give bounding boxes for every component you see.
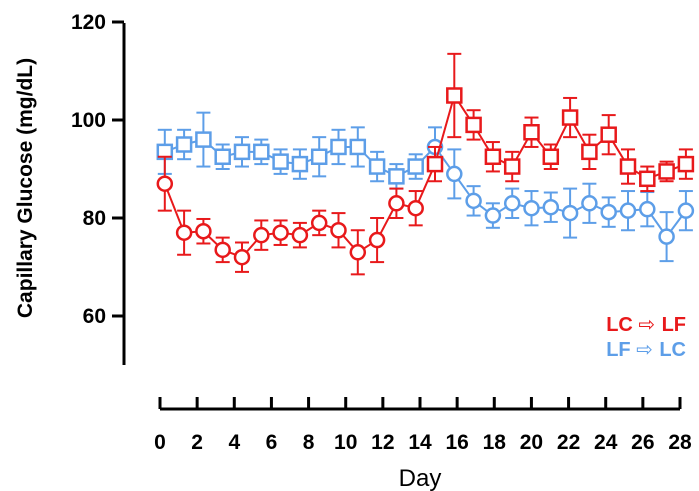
x-tick-label: 22: [557, 431, 580, 454]
data-point-circle: [446, 165, 463, 183]
data-point-square: [619, 158, 637, 175]
data-point-square: [503, 158, 521, 175]
data-point-circle: [658, 228, 675, 245]
data-point-square: [310, 148, 328, 165]
y-axis: 60 80 100 120: [71, 11, 126, 365]
data-point-square: [581, 143, 598, 161]
data-point-square: [600, 126, 617, 143]
x-tick-label: 18: [483, 431, 507, 454]
data-point-square: [214, 148, 231, 165]
data-point-circle: [677, 202, 695, 219]
data-point-circle: [233, 248, 251, 266]
x-tick-label: 24: [594, 431, 618, 454]
y-tick-label: 120: [71, 11, 106, 34]
data-point-square: [272, 153, 289, 170]
data-point-circle: [407, 199, 424, 217]
data-point-square: [484, 148, 502, 165]
x-tick-label: 26: [631, 431, 654, 454]
data-point-square: [388, 168, 405, 185]
x-tick-label: 2: [191, 431, 203, 454]
data-point-square: [368, 158, 386, 175]
data-point-circle: [503, 195, 521, 212]
y-axis-title: Capillary Glucose (mg/dL): [14, 58, 37, 318]
arrow-icon: ⇨: [636, 337, 659, 361]
plot-area: [156, 52, 695, 276]
data-point-circle: [310, 214, 328, 232]
legend-entry-1: LF ⇨ LC: [606, 337, 686, 361]
data-point-circle: [272, 224, 289, 241]
data-point-square: [233, 143, 251, 161]
data-point-circle: [195, 222, 212, 240]
x-tick-label: 16: [445, 431, 468, 454]
y-tick-label: 80: [83, 207, 106, 230]
series-line: [163, 93, 687, 259]
data-point-square: [639, 170, 656, 188]
data-point-circle: [561, 204, 579, 222]
data-point-square: [523, 124, 540, 141]
x-tick-label: 12: [371, 431, 394, 454]
data-point-circle: [349, 244, 367, 261]
x-tick-label: 4: [228, 431, 240, 454]
x-axis-title: Day: [399, 465, 442, 491]
data-point-square: [465, 116, 482, 134]
data-point-square: [349, 138, 367, 156]
data-point-circle: [600, 203, 617, 221]
data-point-square: [561, 109, 579, 126]
legend-label-before: LF: [606, 339, 636, 361]
x-tick-label: 28: [668, 431, 692, 454]
x-tick-label: 8: [303, 431, 315, 454]
arrow-icon: ⇨: [638, 312, 661, 336]
data-point-circle: [291, 226, 309, 244]
series-line: [164, 138, 687, 239]
data-point-circle: [175, 224, 193, 241]
data-point-circle: [581, 195, 598, 212]
data-point-square: [426, 155, 444, 173]
data-point-circle: [523, 199, 540, 217]
data-point-circle: [465, 192, 482, 210]
x-tick-label: 20: [520, 431, 543, 454]
data-point-square: [446, 87, 463, 104]
data-point-circle: [639, 200, 656, 218]
data-point-square: [195, 131, 212, 148]
x-axis: 0 2 4 6 8 10 12 14 16 18 20 22 24 26 28: [154, 397, 692, 454]
y-tick-label: 60: [83, 305, 106, 328]
legend-label-after: LF: [662, 314, 686, 336]
data-point-circle: [253, 226, 270, 244]
data-point-circle: [214, 241, 231, 259]
x-tick-label: 6: [266, 431, 278, 454]
data-point-circle: [330, 222, 347, 239]
legend-label-after: LC: [659, 339, 686, 361]
data-point-circle: [388, 195, 405, 212]
data-point-square: [542, 148, 560, 165]
legend-label-before: LC: [606, 314, 638, 336]
x-tick-label: 14: [408, 431, 432, 454]
data-point-square: [677, 155, 695, 173]
series-0: [156, 52, 695, 276]
data-point-square: [175, 136, 193, 153]
data-point-square: [407, 158, 424, 175]
data-point-circle: [619, 202, 637, 219]
data-point-square: [330, 138, 347, 156]
data-point-circle: [368, 231, 386, 249]
data-point-square: [253, 143, 270, 161]
legend-entry-0: LC ⇨ LF: [606, 312, 686, 336]
data-point-circle: [542, 198, 560, 216]
y-tick-label: 100: [71, 109, 106, 132]
x-tick-label: 0: [154, 431, 166, 454]
data-point-square: [291, 155, 309, 173]
x-tick-label: 10: [334, 431, 357, 454]
data-point-circle: [484, 207, 502, 224]
data-point-square: [658, 163, 675, 180]
data-point-circle: [156, 175, 174, 192]
